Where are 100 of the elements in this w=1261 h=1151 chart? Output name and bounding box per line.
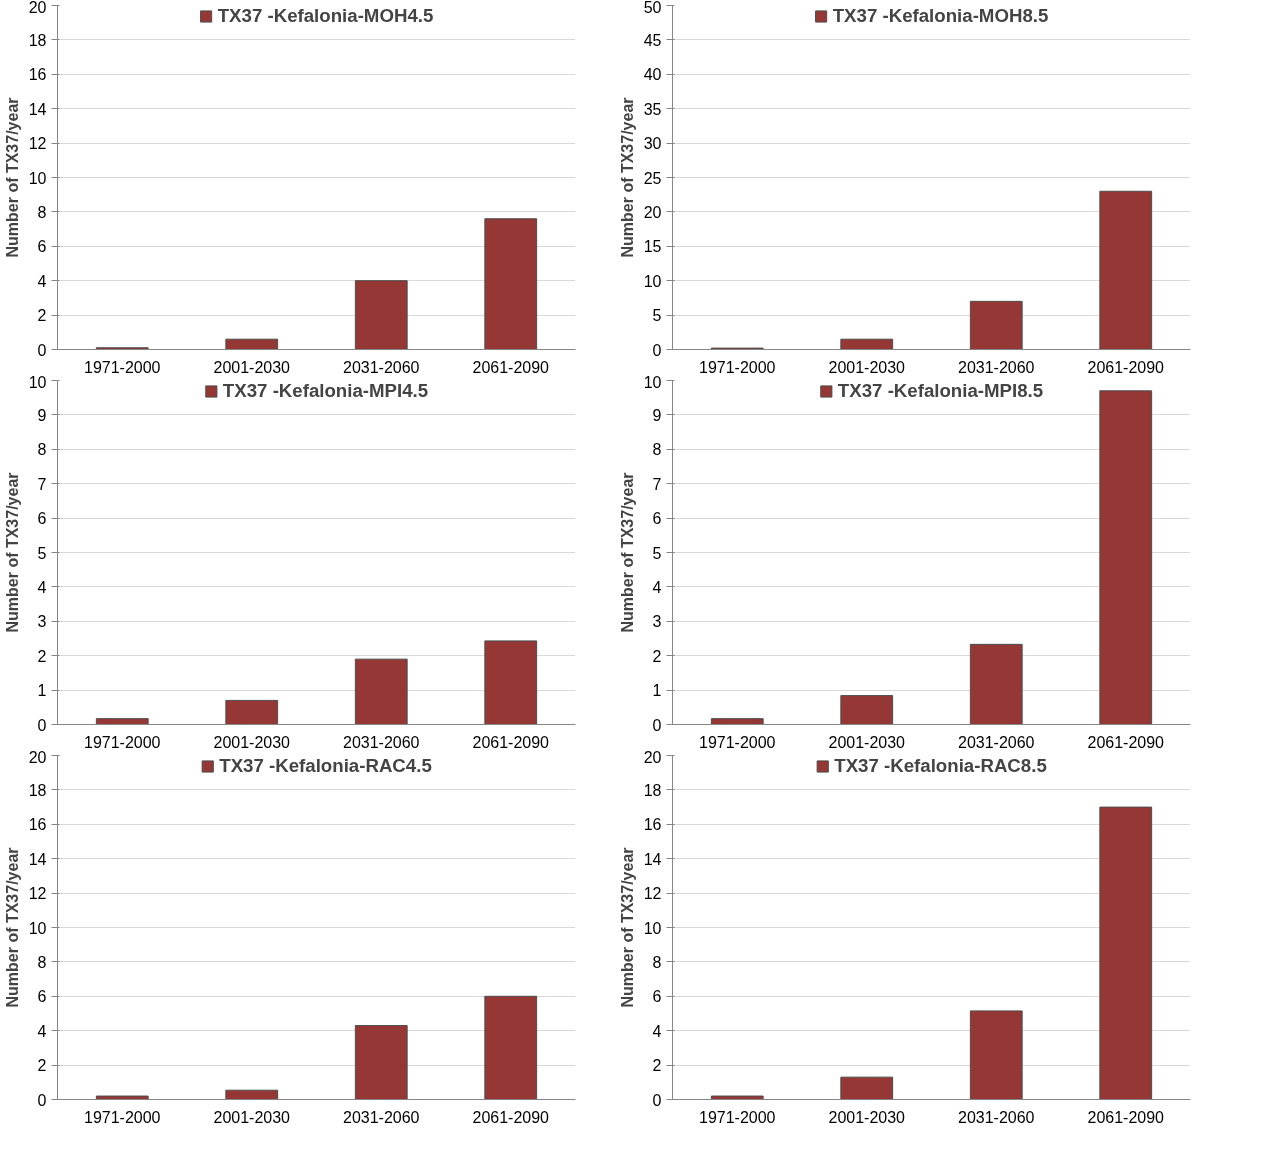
y-tick-label: 9	[652, 406, 662, 424]
y-tick-label: 8	[37, 203, 47, 221]
y-tick-label: 25	[643, 169, 662, 187]
y-tick-label: 4	[652, 1022, 662, 1040]
y-tick-label: 4	[37, 1022, 47, 1040]
x-tick-label: 1971-2000	[83, 358, 161, 376]
y-tick-label: 0	[37, 716, 47, 734]
y-tick-label: 3	[37, 613, 47, 631]
y-tick-label: 50	[643, 0, 662, 16]
y-tick-label: 0	[652, 1091, 662, 1109]
y-tick-label: 7	[37, 475, 47, 493]
y-tick-label: 4	[652, 578, 662, 596]
y-tick-label: 20	[28, 0, 47, 16]
x-tick-label: 2031-2060	[342, 358, 420, 376]
y-tick-label: 10	[28, 919, 47, 937]
x-tick-label: 2031-2060	[342, 733, 420, 751]
y-tick-label: 9	[37, 406, 47, 424]
y-tick-label: 2	[652, 647, 662, 665]
y-tick-label: 16	[643, 816, 662, 834]
y-tick-label: 30	[643, 135, 662, 153]
x-tick-label: 2031-2060	[957, 358, 1035, 376]
y-tick-label: 3	[652, 613, 662, 631]
y-tick-label: 2	[37, 647, 47, 665]
x-tick-label: 2031-2060	[957, 733, 1035, 751]
y-tick-label: 10	[28, 373, 47, 391]
y-tick-label: 14	[28, 850, 47, 868]
y-tick-label: 14	[28, 100, 47, 118]
x-tick-label: 2031-2060	[342, 1108, 420, 1126]
y-tick-label: 8	[652, 441, 662, 459]
x-tick-label: 2061-2090	[472, 1108, 550, 1126]
y-tick-label: 10	[643, 272, 662, 290]
y-tick-label: 12	[28, 135, 47, 153]
legend-label: TX37 -Kefalonia-RAC4.5	[219, 755, 432, 777]
y-tick-label: 40	[643, 66, 662, 84]
y-tick-label: 8	[37, 953, 47, 971]
x-tick-label: 2031-2060	[957, 1108, 1035, 1126]
legend-label: TX37 -Kefalonia-MOH8.5	[832, 5, 1049, 27]
y-tick-label: 5	[652, 307, 662, 325]
y-tick-label: 18	[28, 781, 47, 799]
y-axis-title: Number of TX37/year	[618, 472, 636, 633]
y-tick-label: 18	[643, 781, 662, 799]
y-tick-label: 1	[652, 682, 662, 700]
x-tick-label: 1971-2000	[698, 358, 776, 376]
y-tick-label: 16	[28, 66, 47, 84]
y-tick-label: 2	[652, 1057, 662, 1075]
legend-label: TX37 -Kefalonia-MPI4.5	[222, 380, 429, 402]
y-tick-label: 1	[37, 682, 47, 700]
y-tick-label: 0	[37, 1091, 47, 1109]
y-tick-label: 10	[643, 373, 662, 391]
y-tick-label: 7	[652, 475, 662, 493]
x-tick-label: 2061-2090	[472, 733, 550, 751]
y-tick-label: 8	[37, 441, 47, 459]
x-tick-label: 2061-2090	[1087, 358, 1165, 376]
x-tick-label: 1971-2000	[698, 733, 776, 751]
y-tick-label: 10	[28, 169, 47, 187]
x-tick-label: 2061-2090	[1087, 733, 1165, 751]
y-axis-title: Number of TX37/year	[618, 97, 636, 258]
y-tick-label: 4	[37, 272, 47, 290]
x-tick-label: 2061-2090	[1087, 1108, 1165, 1126]
y-tick-label: 14	[643, 850, 662, 868]
y-tick-label: 45	[643, 31, 662, 49]
x-tick-label: 2001-2030	[213, 358, 291, 376]
y-tick-label: 15	[643, 238, 662, 256]
y-tick-label: 18	[28, 31, 47, 49]
y-tick-label: 6	[37, 988, 47, 1006]
y-tick-label: 5	[652, 544, 662, 562]
legend-label: TX37 -Kefalonia-MOH4.5	[217, 5, 434, 27]
y-tick-label: 4	[37, 578, 47, 596]
y-tick-label: 5	[37, 544, 47, 562]
y-tick-label: 20	[28, 748, 47, 766]
y-tick-label: 12	[28, 885, 47, 903]
y-axis-title: Number of TX37/year	[3, 472, 21, 633]
x-tick-label: 2061-2090	[472, 358, 550, 376]
y-axis-title: Number of TX37/year	[3, 97, 21, 258]
y-tick-label: 20	[643, 203, 662, 221]
y-tick-label: 10	[643, 919, 662, 937]
y-tick-label: 20	[643, 748, 662, 766]
y-tick-label: 0	[37, 341, 47, 359]
x-tick-label: 2001-2030	[828, 733, 906, 751]
x-tick-label: 1971-2000	[698, 1108, 776, 1126]
y-tick-label: 6	[37, 510, 47, 528]
y-axis-title: Number of TX37/year	[618, 847, 636, 1008]
y-tick-label: 6	[37, 238, 47, 256]
y-axis-title: Number of TX37/year	[3, 847, 21, 1008]
legend-label: TX37 -Kefalonia-MPI8.5	[837, 380, 1044, 402]
x-tick-label: 2001-2030	[828, 1108, 906, 1126]
x-tick-label: 2001-2030	[828, 358, 906, 376]
legend-label: TX37 -Kefalonia-RAC8.5	[834, 755, 1047, 777]
x-tick-label: 2001-2030	[213, 1108, 291, 1126]
x-tick-label: 1971-2000	[83, 733, 161, 751]
x-tick-label: 2001-2030	[213, 733, 291, 751]
y-tick-label: 6	[652, 988, 662, 1006]
y-tick-label: 35	[643, 100, 662, 118]
y-tick-label: 12	[643, 885, 662, 903]
x-tick-label: 1971-2000	[83, 1108, 161, 1126]
y-tick-label: 0	[652, 341, 662, 359]
y-tick-label: 2	[37, 1057, 47, 1075]
y-tick-label: 8	[652, 953, 662, 971]
y-tick-label: 16	[28, 816, 47, 834]
y-tick-label: 6	[652, 510, 662, 528]
